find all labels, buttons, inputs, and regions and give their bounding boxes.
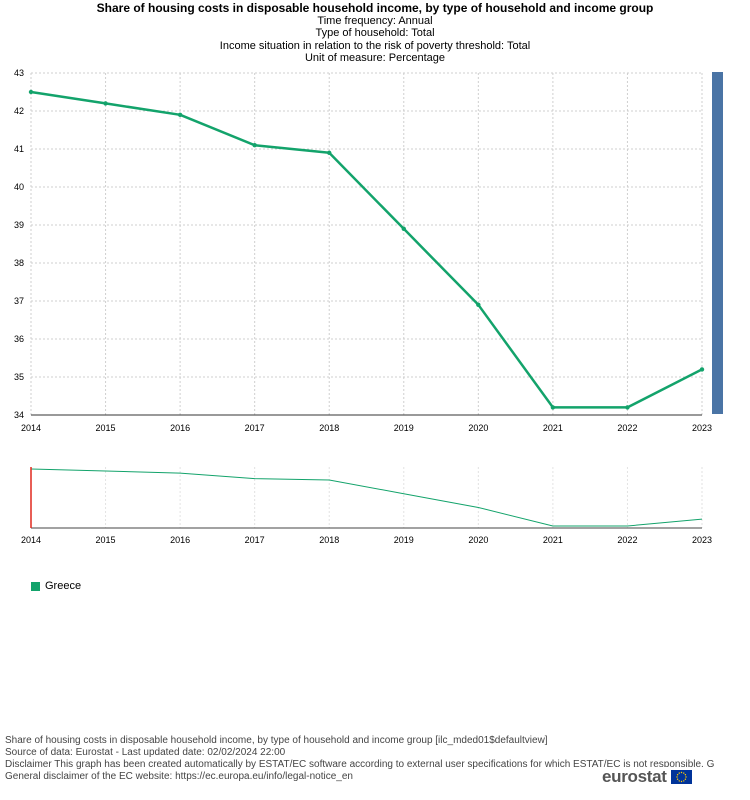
flag-star [680, 771, 682, 774]
data-point-2015 [103, 101, 108, 106]
footer-source: Source of data: Eurostat - Last updated … [5, 747, 286, 758]
data-point-2017 [252, 143, 257, 148]
main-chart: 34 35 36 37 38 39 40 41 42 43 2014 2015 2016 2017 2018… [14, 68, 723, 433]
data-point-2014 [28, 89, 34, 95]
nav-tick-label-2020: 2020 [468, 535, 488, 545]
subtitle-household-type: Type of household: Total [315, 27, 435, 39]
main-grid [30, 72, 703, 415]
y-tick-label-43: 43 [14, 68, 24, 78]
footer: Share of housing costs in disposable hou… [5, 735, 750, 783]
subtitle-time-frequency: Time frequency: Annual [317, 14, 433, 27]
series-line-greece [30, 90, 703, 409]
data-point-2020 [476, 302, 481, 307]
x-tick-label-2023: 2023 [692, 423, 712, 433]
navigator-grid [30, 467, 703, 528]
data-point-2018 [327, 150, 332, 155]
footer-disclaimer: Disclaimer This graph has been created a… [5, 759, 715, 770]
footer-dataset: Share of housing costs in disposable hou… [5, 735, 548, 746]
data-point-2022 [625, 405, 630, 410]
nav-tick-label-2016: 2016 [170, 535, 190, 545]
flag-star [682, 772, 685, 774]
vertical-scrollbar[interactable] [712, 72, 723, 414]
nav-tick-label-2015: 2015 [96, 535, 116, 545]
y-tick-label-40: 40 [14, 182, 24, 192]
legend-label-greece: Greece [45, 580, 82, 592]
eurostat-logo: eurostat [600, 767, 692, 787]
nav-tick-label-2018: 2018 [319, 535, 339, 545]
main-axes: 34 35 36 37 38 39 40 41 42 43 2014 2015 2016 2017 2018… [14, 68, 712, 433]
y-tick-label-35: 35 [14, 372, 24, 382]
x-tick-label-2017: 2017 [245, 423, 265, 433]
y-tick-label-36: 36 [14, 334, 24, 344]
flag-star [678, 772, 680, 774]
flag-star [675, 776, 678, 778]
x-tick-label-2022: 2022 [617, 423, 637, 433]
flag-star [680, 780, 682, 783]
flag-star [684, 778, 686, 780]
legend: Greece [31, 580, 81, 592]
navigator-series [30, 468, 703, 527]
x-tick-label-2019: 2019 [394, 423, 414, 433]
navigator-chart[interactable]: 2014 2015 2016 2017 2018 2019 2020 2021 2022 2023 [0, 455, 750, 550]
flag-star [682, 780, 685, 782]
data-point-2021 [550, 405, 556, 410]
nav-tick-label-2019: 2019 [394, 535, 414, 545]
x-tick-label-2020: 2020 [468, 423, 488, 433]
y-tick-label-38: 38 [14, 258, 24, 268]
eurostat-logo-text: eurostat [602, 767, 667, 786]
data-point-2016 [177, 112, 183, 118]
y-tick-label-42: 42 [14, 106, 24, 116]
eu-flag-icon [670, 770, 692, 784]
nav-series-line-greece [30, 468, 703, 527]
nav-tick-label-2014: 2014 [21, 535, 41, 545]
subtitle-unit: Unit of measure: Percentage [304, 52, 446, 64]
flag-star [684, 776, 687, 778]
y-tick-label-37: 37 [14, 296, 24, 306]
x-tick-label-2014: 2014 [21, 423, 41, 433]
x-tick-label-2015: 2015 [96, 423, 116, 433]
data-point-2023 [699, 367, 705, 372]
flag-star [684, 774, 686, 776]
footer-general-disclaimer: General disclaimer of the EC website: ht… [5, 771, 353, 782]
subtitle-income-situation: Income situation in relation to the risk… [219, 39, 531, 52]
data-point-2019 [401, 226, 406, 231]
nav-tick-label-2017: 2017 [245, 535, 265, 545]
y-tick-label-41: 41 [14, 144, 24, 154]
x-tick-label-2016: 2016 [170, 423, 190, 433]
x-tick-label-2021: 2021 [543, 423, 563, 433]
chart-title: Share of housing costs in disposable hou… [96, 1, 654, 15]
nav-tick-label-2022: 2022 [617, 535, 637, 545]
main-series [28, 89, 705, 410]
flag-star [676, 778, 678, 780]
chart-titles: Share of housing costs in disposable hou… [0, 2, 750, 65]
y-tick-label-39: 39 [14, 220, 24, 230]
x-tick-label-2018: 2018 [319, 423, 339, 433]
navigator-axes: 2014 2015 2016 2017 2018 2019 2020 2021 2022 2023 [21, 467, 712, 545]
nav-tick-label-2023: 2023 [692, 535, 712, 545]
y-tick-label-34: 34 [14, 410, 24, 420]
flag-star [676, 774, 678, 776]
nav-tick-label-2021: 2021 [543, 535, 563, 545]
legend-swatch-greece [31, 581, 40, 591]
flag-star [678, 780, 680, 782]
